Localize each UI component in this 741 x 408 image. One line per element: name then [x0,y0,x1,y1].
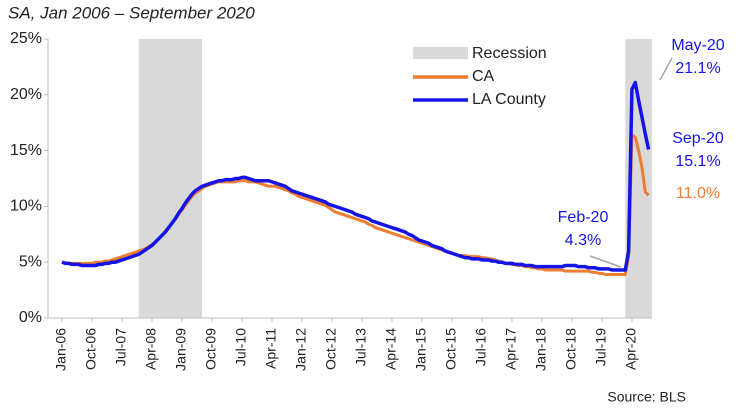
x-tick-label: Jul-13 [353,328,369,366]
y-tick-label: 25% [10,30,42,47]
x-tick-label: Apr-08 [143,328,159,370]
annotation: Sep-20 [672,130,724,147]
x-tick-label: Apr-14 [383,328,399,370]
x-tick-label: Jan-18 [533,328,549,371]
x-tick-label: Apr-11 [263,328,279,369]
x-tick-label: Jul-19 [593,328,609,366]
x-tick-label: Jul-16 [473,328,489,366]
data-label: 11.0% [676,185,720,202]
x-tick-label: Apr-17 [503,328,519,370]
legend-label: Recession [472,45,547,62]
legend-label: CA [472,68,495,85]
x-tick-label: Jan-15 [413,328,429,371]
recession-band [138,39,202,318]
x-tick-label: Jan-06 [53,328,69,371]
x-tick-label: Oct-18 [563,328,579,370]
x-tick-label: Jul-07 [113,328,129,366]
leader-line [659,57,673,81]
annotation: May-20 [671,37,724,54]
x-tick-label: Jul-10 [233,328,249,366]
data-label: 21.1% [675,60,720,77]
chart-subtitle: SA, Jan 2006 – September 2020 [8,3,255,22]
y-tick-label: 20% [10,86,42,103]
data-label: 15.1% [675,153,720,170]
series-line [61,80,651,272]
annotation: Feb-20 [558,209,609,226]
y-tick-label: 15% [10,142,42,159]
x-tick-label: Oct-15 [443,328,459,370]
x-tick-label: Jan-09 [173,328,189,371]
legend-label: LA County [472,91,546,108]
leader-line [589,255,622,268]
x-tick-label: Oct-06 [83,328,99,370]
x-tick-label: Oct-12 [323,328,339,370]
y-tick-label: 0% [19,309,42,326]
data-label: 4.3% [565,232,601,249]
x-tick-label: Apr-20 [623,328,639,370]
legend-swatch [413,47,468,59]
source-note: Source: BLS [607,389,686,405]
y-tick-label: 10% [10,198,42,215]
y-tick-label: 5% [19,253,42,270]
x-tick-label: Oct-09 [203,328,219,370]
x-tick-label: Jan-12 [293,328,309,371]
